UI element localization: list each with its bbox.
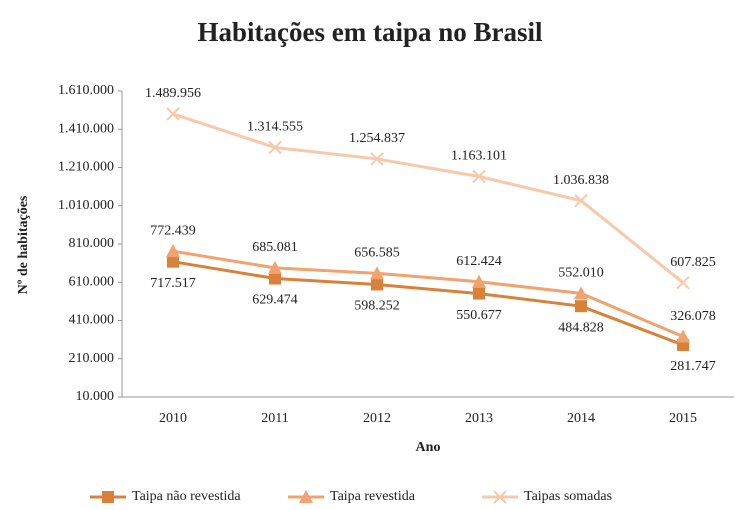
point-marker [269,272,281,285]
x-axis-title: Ano [416,440,441,455]
data-label: 552.010 [558,266,604,281]
y-tick-label: 1.410.000 [58,121,114,136]
y-tick-label: 1.210.000 [58,160,114,175]
data-label: 598.252 [354,299,400,314]
x-tick-label: 2013 [465,411,493,426]
data-label: 484.828 [558,320,604,335]
data-label: 1.163.101 [451,149,507,164]
point-marker [575,300,587,313]
legend-label: Taipa não revestida [132,489,241,504]
data-label: 717.517 [150,276,196,291]
legend-marker [102,491,114,503]
x-tick-label: 2014 [567,411,595,426]
point-marker [574,286,588,300]
y-tick-label: 1.010.000 [58,198,114,213]
point-marker [370,266,384,280]
data-label: 612.424 [456,254,502,269]
legend-label: Taipas somadas [524,489,612,504]
data-label: 1.036.838 [553,173,609,188]
data-label: 656.585 [354,246,400,261]
data-label: 1.254.837 [349,131,405,146]
chart-title: Habitações em taipa no Brasil [198,17,543,47]
data-label: 607.825 [670,255,716,270]
point-marker [166,244,180,258]
data-label: 326.078 [670,309,716,324]
y-tick-label: 810.000 [69,236,115,251]
x-tick-label: 2010 [159,411,187,426]
legend-marker [299,490,313,503]
y-tick-label: 10.000 [76,389,115,404]
legend-marker [493,490,507,504]
series-line [172,249,684,338]
point-marker [371,278,383,291]
x-tick-label: 2012 [363,411,391,426]
point-marker [166,107,180,121]
point-marker [370,152,384,166]
data-label: 1.314.555 [247,120,303,135]
point-marker [574,193,588,208]
point-marker [472,274,486,288]
data-label: 281.747 [670,359,716,374]
data-label: 550.677 [456,308,502,323]
data-label: 629.474 [252,293,298,308]
point-marker [167,255,179,268]
data-label: 685.081 [252,240,298,255]
y-tick-label: 210.000 [69,351,115,366]
x-tick-label: 2011 [261,411,288,426]
x-tick-label: 2015 [669,411,697,426]
y-tick-label: 610.000 [69,274,115,289]
y-tick-label: 1.610.000 [58,83,114,98]
point-marker [676,275,690,290]
point-marker [676,329,690,343]
data-label: 772.439 [150,223,196,238]
point-marker [268,260,282,274]
point-marker [473,287,485,300]
series-line [172,260,684,347]
y-axis-title: Nº de habitações [16,195,31,294]
point-marker [472,169,486,184]
point-marker [268,140,282,155]
legend-label: Taipa revestida [330,489,416,504]
y-tick-label: 410.000 [69,313,115,328]
data-label: 1.489.956 [145,86,201,101]
series-line [172,112,684,284]
